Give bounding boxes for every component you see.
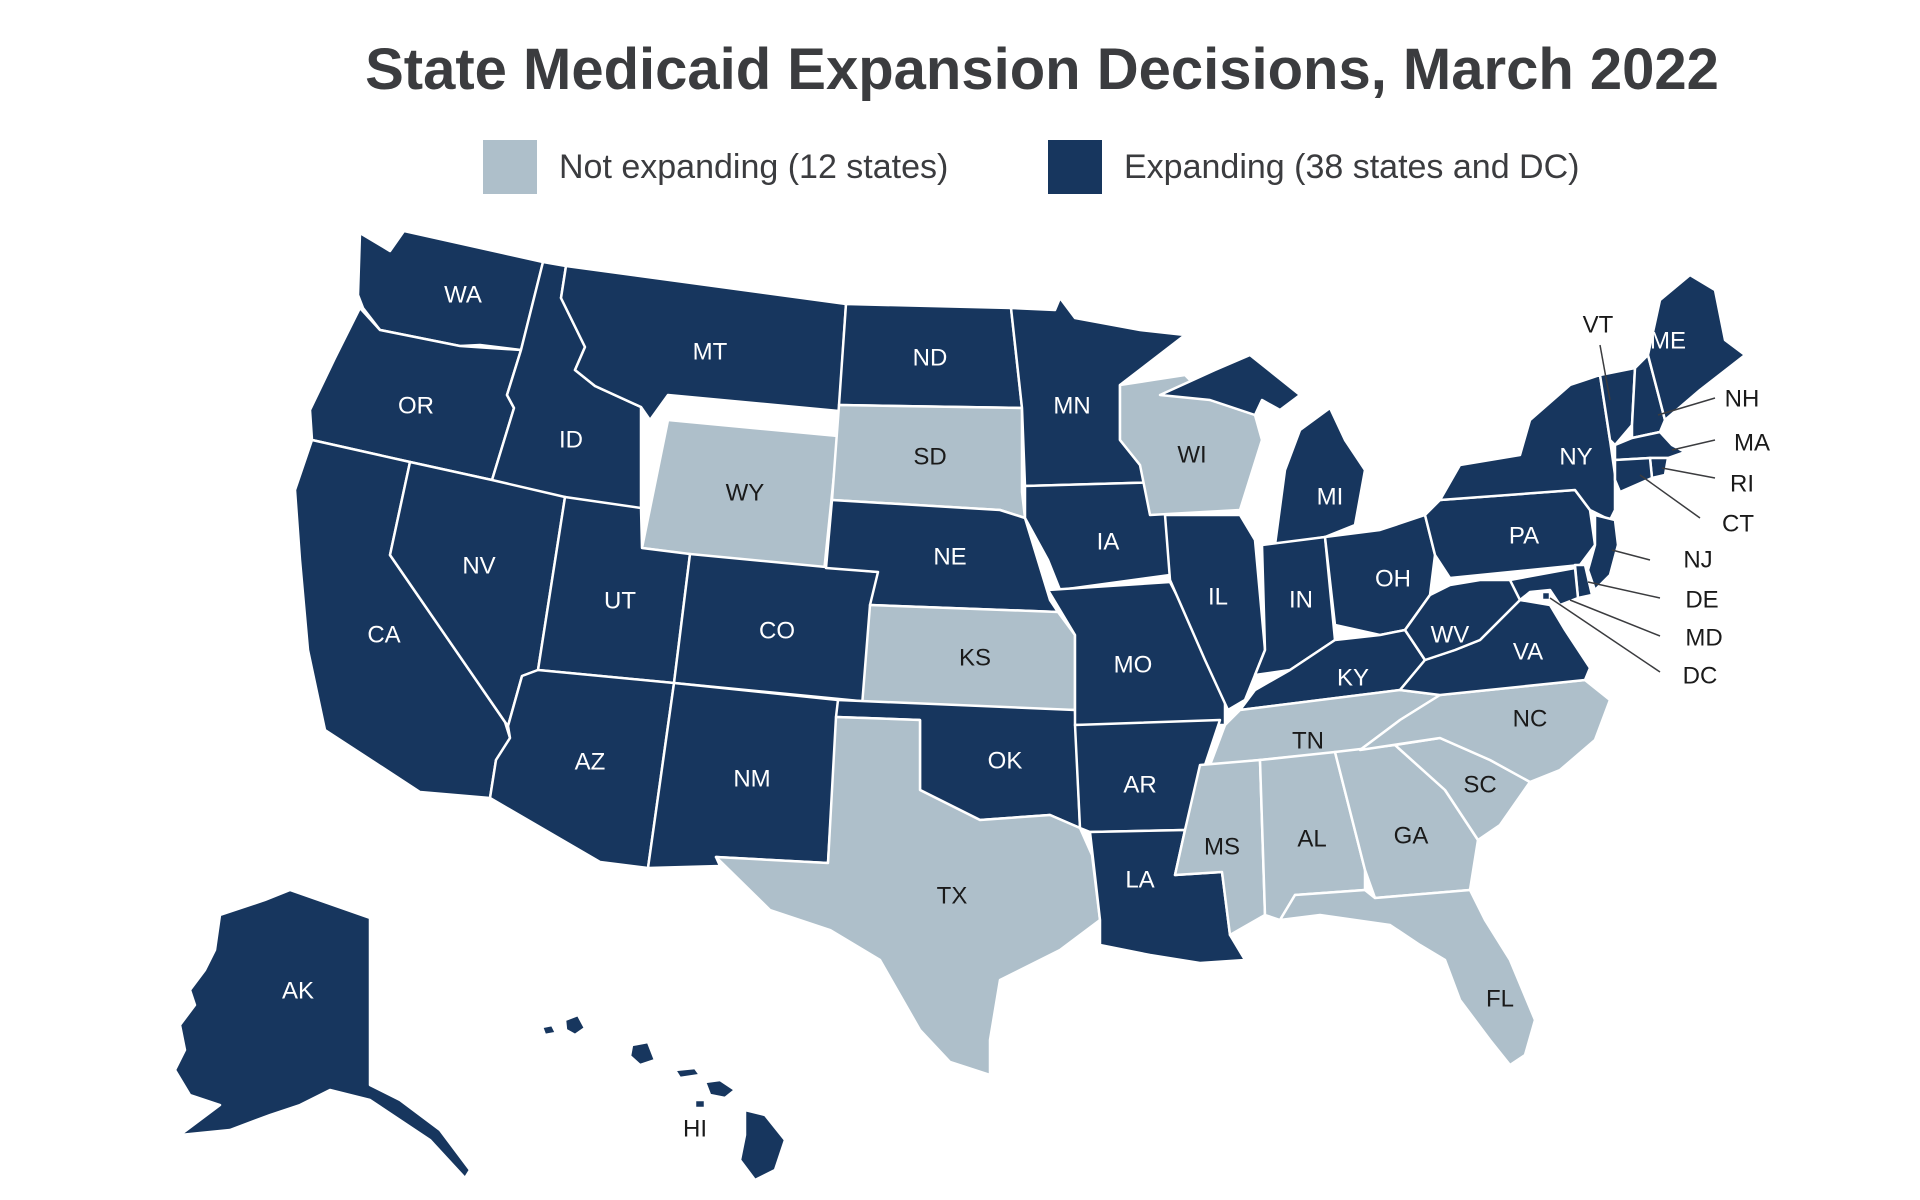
label-NC: NC: [1513, 705, 1548, 732]
label-MN: MN: [1053, 392, 1090, 419]
label-CA: CA: [367, 621, 400, 648]
label-ID: ID: [559, 426, 583, 453]
label-HI: HI: [683, 1115, 707, 1142]
label-CT: CT: [1722, 510, 1754, 537]
label-KY: KY: [1337, 664, 1369, 691]
state-MD[interactable]: [1508, 566, 1580, 607]
label-GA: GA: [1394, 822, 1429, 849]
label-MA: MA: [1734, 429, 1770, 456]
label-OK: OK: [988, 747, 1023, 774]
label-NY: NY: [1559, 443, 1592, 470]
state-FL[interactable]: [1278, 888, 1537, 1067]
label-ME: ME: [1650, 327, 1686, 354]
label-NJ: NJ: [1683, 546, 1712, 573]
state-NJ[interactable]: [1586, 513, 1620, 592]
state-MA[interactable]: [1613, 430, 1687, 462]
legend-item-not-expanding: Not expanding (12 states): [483, 140, 948, 194]
label-WY: WY: [726, 479, 765, 506]
label-DC: DC: [1683, 662, 1718, 689]
map-title: State Medicaid Expansion Decisions, Marc…: [365, 37, 1719, 102]
label-AR: AR: [1123, 771, 1156, 798]
state-WV[interactable]: [1403, 578, 1522, 662]
label-MI: MI: [1317, 483, 1344, 510]
legend-item-expanding: Expanding (38 states and DC): [1048, 140, 1579, 194]
label-LA: LA: [1125, 866, 1154, 893]
label-NH: NH: [1725, 385, 1760, 412]
label-IL: IL: [1208, 583, 1228, 610]
label-MO: MO: [1114, 651, 1153, 678]
label-TN: TN: [1292, 727, 1324, 754]
label-MS: MS: [1204, 833, 1240, 860]
label-UT: UT: [604, 587, 636, 614]
label-NE: NE: [933, 543, 966, 570]
label-TX: TX: [937, 882, 968, 909]
state-MI[interactable]: [1158, 353, 1367, 547]
legend-label-not-expanding: Not expanding (12 states): [559, 147, 949, 186]
label-MT: MT: [693, 338, 728, 365]
state-CT[interactable]: [1613, 456, 1654, 494]
leader-lines: [1549, 344, 1716, 673]
state-WA[interactable]: [356, 229, 545, 352]
label-AZ: AZ: [575, 748, 606, 775]
label-SC: SC: [1463, 771, 1496, 798]
state-IL[interactable]: [1163, 513, 1267, 712]
label-FL: FL: [1486, 985, 1514, 1012]
label-PA: PA: [1509, 522, 1539, 549]
state-VT[interactable]: [1598, 366, 1637, 447]
label-WV: WV: [1431, 621, 1470, 648]
label-KS: KS: [959, 644, 991, 671]
label-OR: OR: [398, 392, 434, 419]
legend-label-expanding: Expanding (38 states and DC): [1124, 147, 1580, 186]
legend: Not expanding (12 states) Expanding (38 …: [0, 140, 1920, 196]
legend-swatch-expanding: [1048, 140, 1102, 194]
label-VA: VA: [1513, 638, 1543, 665]
label-IA: IA: [1097, 528, 1120, 555]
label-AK: AK: [282, 977, 314, 1004]
label-AL: AL: [1297, 825, 1326, 852]
state-labels: WA OR CA ID NV MT WY UT AZ CO NM ND SD N…: [282, 281, 1770, 1142]
label-NM: NM: [733, 765, 770, 792]
state-HI[interactable]: [540, 1013, 787, 1182]
label-MD: MD: [1685, 624, 1722, 651]
label-IN: IN: [1289, 586, 1313, 613]
label-CO: CO: [759, 617, 795, 644]
label-NV: NV: [462, 552, 495, 579]
label-DE: DE: [1685, 586, 1718, 613]
state-AK[interactable]: [173, 888, 472, 1180]
label-RI: RI: [1730, 470, 1754, 497]
label-ND: ND: [913, 344, 948, 371]
state-TX[interactable]: [714, 715, 1102, 1077]
label-WI: WI: [1177, 441, 1206, 468]
legend-swatch-not-expanding: [483, 140, 537, 194]
label-WA: WA: [444, 281, 482, 308]
state-DC[interactable]: [1540, 590, 1552, 602]
label-OH: OH: [1375, 565, 1411, 592]
label-VT: VT: [1583, 311, 1614, 338]
label-SD: SD: [913, 443, 946, 470]
